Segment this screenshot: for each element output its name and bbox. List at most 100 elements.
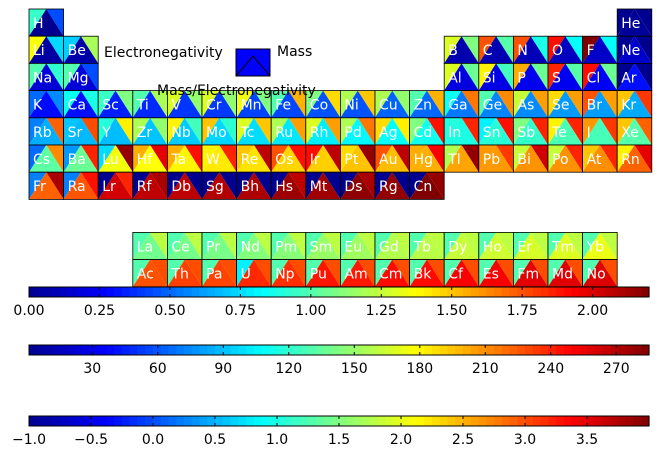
- colorbar-segment: [308, 345, 317, 355]
- element-symbol: Mo: [206, 125, 227, 141]
- element-symbol: Cl: [587, 70, 601, 86]
- element-symbol: Db: [171, 179, 191, 195]
- element-cell-dy: Dy: [443, 231, 480, 260]
- element-symbol: Tm: [551, 239, 574, 255]
- cell-ratio: [530, 117, 548, 145]
- cell-ratio: [288, 117, 306, 145]
- colorbar-segment: [153, 416, 162, 426]
- element-symbol: Pb: [483, 152, 500, 168]
- cell-ratio: [426, 232, 445, 260]
- cell-mass: [236, 117, 272, 145]
- colorbar-segment: [277, 287, 286, 297]
- element-symbol: Fm: [517, 267, 539, 283]
- cell-electronegativity: [444, 90, 462, 118]
- cell-mass: [271, 117, 306, 145]
- cell-ratio: [115, 172, 133, 200]
- element-symbol: Am: [344, 267, 367, 283]
- element-symbol: Ac: [137, 267, 154, 283]
- colorbar-segment: [129, 416, 139, 426]
- colorbar-segment: [284, 345, 294, 355]
- element-symbol: Es: [483, 267, 499, 283]
- colorbar-segment: [91, 345, 100, 355]
- cell-electronegativity: [202, 172, 220, 200]
- colorbar-segment: [455, 345, 464, 355]
- cell-mass: [29, 117, 64, 145]
- cell-ratio: [565, 90, 583, 118]
- cell-ratio: [530, 90, 548, 118]
- colorbar-segment: [122, 416, 131, 426]
- element-cell-he: He: [616, 8, 653, 37]
- cell-mass: [444, 36, 479, 64]
- cell-electronegativity: [409, 172, 427, 200]
- colorbar-segment: [486, 345, 495, 355]
- element-symbol: Lr: [102, 179, 116, 195]
- colorbar-segment: [463, 287, 472, 297]
- cell-mass: [409, 259, 445, 287]
- colorbar-tick-label: 1.50: [436, 303, 467, 319]
- element-symbol: Cm: [379, 267, 402, 283]
- colorbar-segment: [323, 416, 332, 426]
- cell-mass: [63, 145, 99, 173]
- colorbar-segment: [277, 416, 286, 426]
- colorbar-segment: [408, 416, 418, 426]
- colorbar-segment: [292, 287, 301, 297]
- cell-electronegativity: [513, 90, 531, 118]
- cell-ratio: [426, 117, 445, 145]
- cell-mass: [548, 90, 583, 118]
- cell-mass: [340, 232, 375, 260]
- element-cell-si: Si: [478, 63, 514, 92]
- element-cell-cr: Cr: [201, 90, 237, 119]
- cell-electronegativity: [548, 117, 566, 145]
- element-cell-lu: Lu: [97, 144, 134, 173]
- cell-ratio: [599, 90, 618, 118]
- cell-electronegativity: [375, 117, 393, 145]
- element-cell-xe: Xe: [616, 117, 653, 146]
- cell-electronegativity: [236, 172, 254, 200]
- cell-electronegativity: [132, 145, 151, 173]
- colorbar-segment: [401, 345, 410, 355]
- colorbar-segment: [253, 287, 263, 297]
- cell-ratio: [323, 117, 341, 145]
- element-cell-cs: Cs: [28, 144, 64, 173]
- element-cell-nb: Nb: [166, 117, 203, 146]
- cell-ratio: [219, 117, 237, 145]
- cell-electronegativity: [513, 232, 531, 260]
- cell-electronegativity: [98, 172, 116, 200]
- element-symbol: Pr: [206, 239, 220, 255]
- cell-ratio: [392, 259, 410, 287]
- colorbar-segment: [377, 345, 387, 355]
- cell-mass: [202, 90, 237, 118]
- colorbar-segment: [587, 345, 596, 355]
- cell-ratio: [115, 90, 133, 118]
- colorbar-segment: [548, 345, 557, 355]
- cell-electronegativity: [513, 145, 531, 173]
- element-cell-sn: Sn: [478, 117, 514, 146]
- element-symbol: Rb: [33, 125, 52, 141]
- colorbar-segment: [292, 345, 301, 355]
- colorbar-segment: [455, 416, 464, 426]
- colorbar-segment: [447, 287, 456, 297]
- element-symbol: Nb: [171, 125, 190, 141]
- cell-electronegativity: [305, 232, 324, 260]
- element-symbol: Md: [552, 267, 573, 283]
- cell-electronegativity: [513, 63, 531, 91]
- cell-electronegativity: [513, 117, 531, 145]
- colorbar-segment: [362, 287, 371, 297]
- colorbar-segment: [199, 287, 208, 297]
- colorbar-tick-label: 1.25: [366, 303, 397, 319]
- colorbar-segment: [292, 416, 301, 426]
- cell-electronegativity: [167, 232, 185, 260]
- cell-electronegativity: [444, 259, 462, 287]
- cell-ratio: [530, 259, 548, 287]
- element-cell-c: C: [478, 35, 514, 64]
- cell-electronegativity: [167, 90, 185, 118]
- cell-mass: [409, 145, 445, 173]
- cell-mass: [444, 259, 479, 287]
- cell-mass: [236, 145, 272, 173]
- element-symbol: Se: [552, 98, 570, 114]
- element-cell-ir: Ir: [305, 144, 341, 173]
- cell-ratio: [184, 232, 202, 260]
- cell-mass: [98, 90, 133, 118]
- element-cell-lr: Lr: [97, 171, 134, 200]
- cell-mass: [513, 36, 548, 64]
